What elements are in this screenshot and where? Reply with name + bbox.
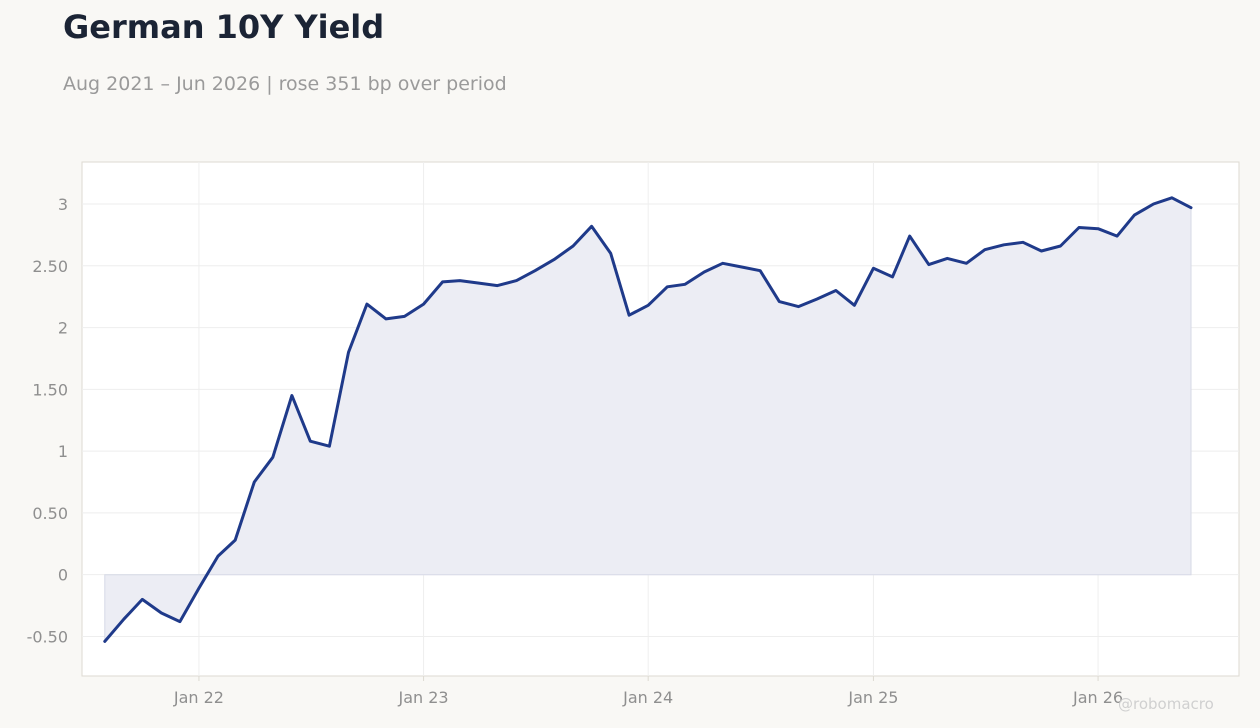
series-line bbox=[103, 196, 1193, 643]
x-tick-label: Jan 24 bbox=[622, 688, 673, 707]
x-axis: Jan 22 Jan 23 Jan 24 Jan 25 Jan 26 bbox=[173, 676, 1123, 707]
y-tick-label: 1 bbox=[58, 442, 68, 461]
y-tick-label: -0.50 bbox=[27, 627, 68, 646]
y-tick-label: 2.50 bbox=[32, 257, 68, 276]
y-tick-label: 0 bbox=[58, 566, 68, 585]
y-tick-label: 2 bbox=[58, 319, 68, 338]
y-axis: -0.50 0 0.50 1 1.50 2 2.50 3 bbox=[27, 195, 68, 646]
chart-subtitle: Aug 2021 – Jun 2026 | rose 351 bp over p… bbox=[63, 73, 507, 95]
y-tick-label: 0.50 bbox=[32, 504, 68, 523]
y-tick-label: 1.50 bbox=[32, 380, 68, 399]
x-tick-label: Jan 26 bbox=[1072, 688, 1123, 707]
x-tick-label: Jan 25 bbox=[847, 688, 898, 707]
x-tick-label: Jan 22 bbox=[173, 688, 224, 707]
x-tick-label: Jan 23 bbox=[398, 688, 449, 707]
y-tick-label: 3 bbox=[58, 195, 68, 214]
watermark: @robomacro bbox=[1118, 695, 1214, 713]
chart-title: German 10Y Yield bbox=[63, 8, 385, 46]
